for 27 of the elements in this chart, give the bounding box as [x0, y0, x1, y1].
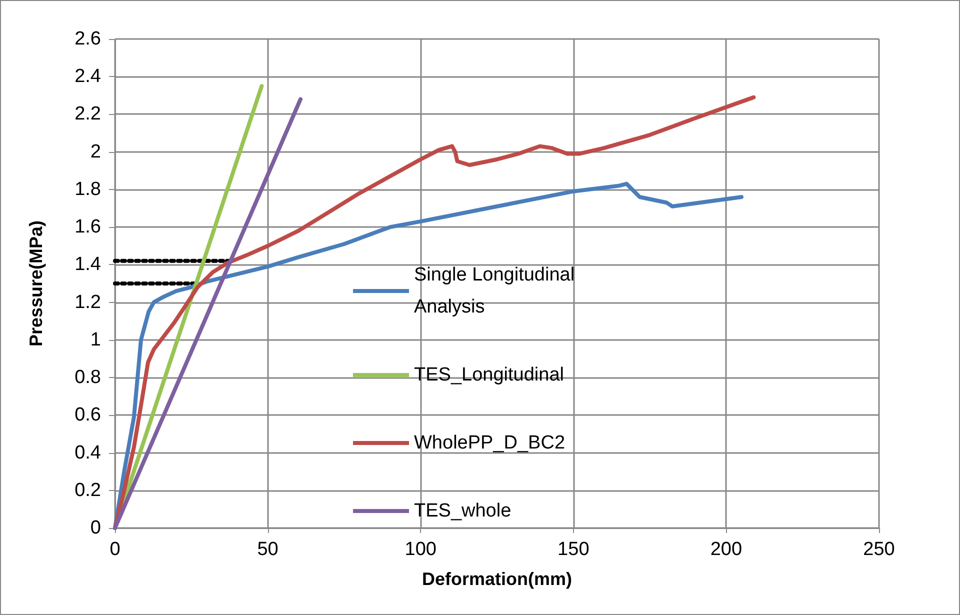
line-series: [113, 95, 756, 530]
y-tick-label: 2.4: [74, 66, 102, 88]
x-tick-label: 150: [558, 539, 590, 560]
x-axis-title: Deformation(mm): [422, 569, 572, 589]
x-tick-label: 0: [110, 539, 120, 560]
y-tick-label: 0.8: [74, 367, 101, 388]
x-tick-label: 250: [863, 539, 895, 560]
x-tick-label: 200: [710, 539, 742, 560]
legend-label: Single Longitudinal Analysis: [414, 264, 580, 318]
y-tick-label: 1.4: [74, 254, 102, 276]
y-tick-label: 1.2: [74, 292, 101, 313]
y-tick-label: 1.8: [74, 178, 101, 200]
y-tick-label: 0.2: [74, 480, 101, 501]
y-tick-label: 2.2: [74, 104, 101, 125]
legend-label: WholePP_D_BC2: [414, 432, 566, 454]
y-tick-label: 2.6: [74, 28, 101, 50]
y-tick-label: 0.6: [74, 404, 101, 426]
x-tick-label: 100: [404, 539, 436, 560]
y-tick-label: 0: [90, 518, 101, 538]
y-tick-label: 1: [90, 329, 101, 350]
x-tick-label: 50: [257, 539, 278, 560]
legend-label: TES_Longitudinal: [414, 364, 564, 386]
legend-label: TES_whole: [414, 500, 512, 522]
y-tick-label: 2: [90, 141, 101, 162]
y-tick-label: 1.6: [74, 216, 101, 238]
y-tick-label: 0.4: [74, 442, 102, 464]
y-axis-title: Pressure(MPa): [26, 220, 46, 347]
